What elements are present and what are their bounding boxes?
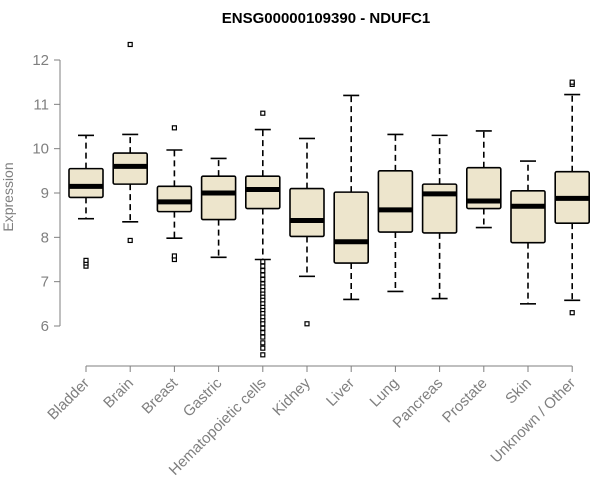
outlier-point <box>260 272 266 278</box>
outlier-point <box>569 79 575 85</box>
outlier-point <box>127 237 133 244</box>
x-tick-label: Kidney <box>269 374 314 419</box>
chart-title: ENSG00000109390 - NDUFC1 <box>222 10 430 27</box>
x-tick-label: Prostate <box>439 375 491 427</box>
box-9 <box>421 134 458 300</box>
x-tick-label: Breast <box>139 374 182 417</box>
y-axis-title: Expression <box>0 162 16 231</box>
y-tick-label: 7 <box>41 274 49 291</box>
box-iqr <box>245 175 281 210</box>
outlier-point <box>260 325 266 331</box>
y-tick-label: 8 <box>41 229 49 246</box>
outlier-point <box>304 321 310 327</box>
y-tick-label: 9 <box>41 185 49 202</box>
box-7 <box>333 94 370 301</box>
box-iqr <box>289 187 325 238</box>
box-iqr <box>465 166 502 210</box>
box-iqr <box>333 191 370 264</box>
boxes-layer <box>68 41 591 358</box>
x-tick-label: Lung <box>367 375 403 411</box>
outlier-point <box>260 334 266 340</box>
outlier-point <box>260 259 266 265</box>
box-2 <box>112 41 148 244</box>
y-axis: 6 7 8 9 10 11 12 <box>32 52 61 335</box>
box-12 <box>554 79 591 316</box>
outlier-point <box>171 125 177 131</box>
box-1 <box>68 134 104 269</box>
outlier-point <box>569 310 575 316</box>
outlier-point <box>260 110 266 116</box>
box-iqr <box>156 185 193 213</box>
outlier-point <box>83 257 89 263</box>
box-iqr <box>510 189 546 244</box>
y-tick-label: 6 <box>41 318 49 335</box>
outlier-point <box>171 253 177 259</box>
box-8 <box>377 133 414 293</box>
outlier-point <box>127 41 133 48</box>
outlier-point <box>260 267 266 274</box>
box-6 <box>289 137 325 327</box>
box-iqr <box>68 167 104 199</box>
box-11 <box>510 160 546 305</box>
y-tick-label: 11 <box>33 96 49 113</box>
x-tick-label: Bladder <box>44 375 93 424</box>
outlier-point <box>260 276 266 283</box>
x-tick-label: Liver <box>323 375 358 410</box>
y-tick-label: 10 <box>32 141 49 158</box>
box-iqr <box>200 175 237 221</box>
outlier-point <box>260 330 266 336</box>
x-tick-label: Skin <box>502 375 535 408</box>
outlier-point <box>260 263 266 269</box>
x-tick-label: Brain <box>100 375 137 412</box>
box-5 <box>245 110 281 358</box>
box-iqr <box>377 170 414 233</box>
outlier-point <box>260 321 266 327</box>
outlier-point <box>260 345 266 351</box>
y-tick-label: 12 <box>32 52 49 69</box>
outlier-point <box>260 352 266 358</box>
box-10 <box>465 130 502 229</box>
outlier-point <box>260 340 266 346</box>
box-3 <box>156 125 193 263</box>
box-4 <box>200 157 237 259</box>
x-tick-label: Unknown / Other <box>487 375 579 467</box>
